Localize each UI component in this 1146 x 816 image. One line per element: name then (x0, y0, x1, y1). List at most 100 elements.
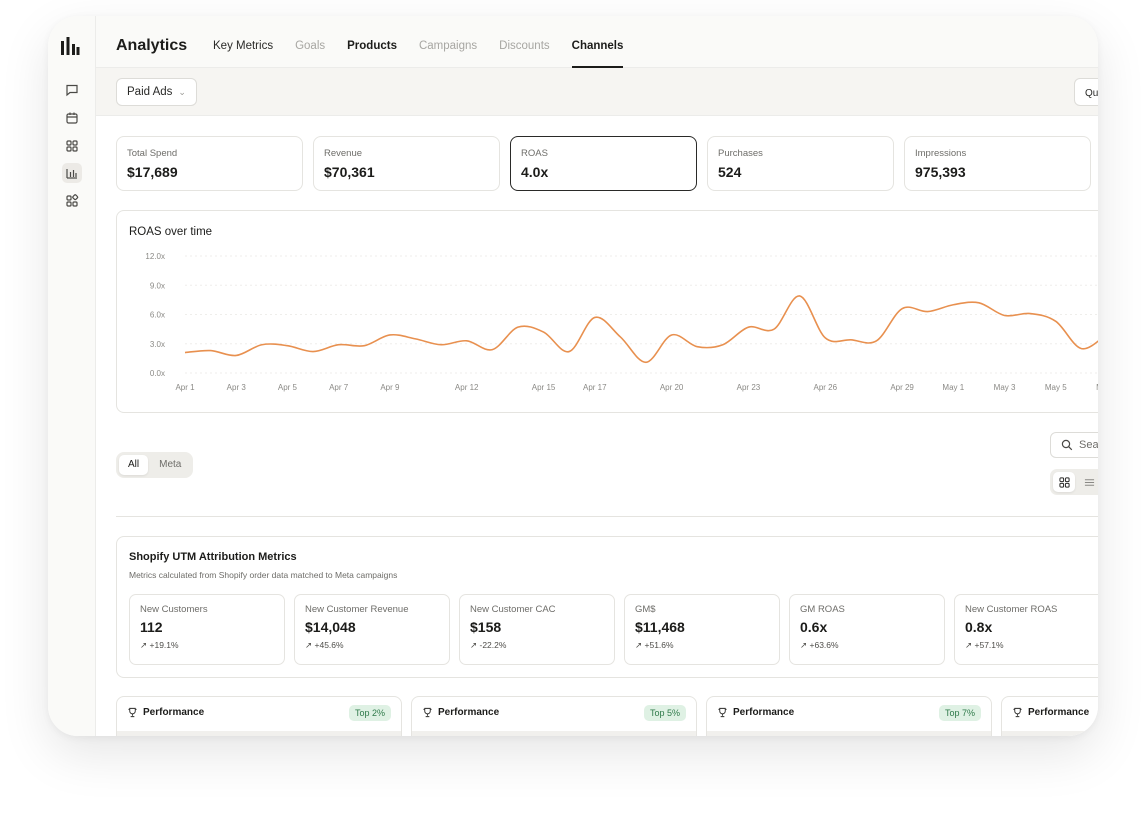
performance-card[interactable]: Performance Top 5% (411, 696, 697, 736)
data-point[interactable] (1003, 313, 1007, 317)
app-window: Analytics Key Metrics Goals Products Cam… (48, 16, 1098, 736)
data-point[interactable] (285, 344, 289, 348)
data-point[interactable] (926, 310, 930, 314)
metric-card-gm-roas[interactable]: GM ROAS 0.6x ↗ +63.6% (789, 594, 945, 665)
kpi-value: 524 (718, 164, 742, 180)
segment-all[interactable]: All (119, 455, 149, 475)
grid-view-icon[interactable] (1053, 472, 1075, 492)
data-point[interactable] (644, 360, 648, 364)
tab-channels[interactable]: Channels (571, 40, 623, 68)
data-point[interactable] (746, 325, 750, 329)
data-point[interactable] (1028, 312, 1032, 316)
performance-card-body (117, 731, 401, 736)
calendar-icon[interactable] (62, 108, 82, 128)
kpi-card-revenue[interactable]: Revenue $70,361 (313, 136, 500, 191)
kpi-label: ROAS (521, 148, 548, 159)
metric-change: ↗ +51.6% (635, 640, 769, 651)
performance-card-body (412, 731, 696, 736)
chat-icon[interactable] (62, 80, 82, 100)
x-tick-label: Apr 29 (890, 383, 914, 392)
search-icon (1061, 439, 1073, 451)
metric-label: New Customer Revenue (305, 604, 409, 615)
data-point[interactable] (1079, 347, 1083, 351)
metric-value: $158 (470, 619, 502, 635)
metric-card-new-customers[interactable]: New Customers 112 ↗ +19.1% (129, 594, 285, 665)
filter-bar: Paid Ads ⌄ Qu (96, 68, 1098, 116)
data-point[interactable] (516, 325, 520, 329)
data-point[interactable] (414, 337, 418, 341)
tab-discounts[interactable]: Discounts (499, 40, 550, 52)
page-title: Analytics (116, 37, 188, 54)
y-tick-label: 9.0x (150, 281, 165, 290)
data-point[interactable] (311, 350, 315, 354)
metric-label: New Customers (140, 604, 208, 615)
icon-sidebar (48, 16, 96, 736)
metric-label: GM$ (635, 604, 656, 615)
tab-products[interactable]: Products (347, 40, 397, 52)
performance-title: Performance (717, 707, 794, 718)
channel-dropdown[interactable]: Paid Ads ⌄ (116, 78, 197, 106)
data-point[interactable] (875, 339, 879, 343)
kpi-card-roas[interactable]: ROAS 4.0x (510, 136, 697, 191)
data-point[interactable] (1054, 319, 1058, 323)
kpi-card-impressions[interactable]: Impressions 975,393 (904, 136, 1091, 191)
data-point[interactable] (362, 344, 366, 348)
trend-arrow-icon: ↗ (965, 640, 973, 650)
metric-card-new-customer-roas[interactable]: New Customer ROAS 0.8x ↗ +57.1% (954, 594, 1098, 665)
performance-card[interactable]: Performance Top 2% (116, 696, 402, 736)
metric-change-value: +19.1% (149, 640, 179, 650)
data-point[interactable] (465, 339, 469, 343)
data-point[interactable] (542, 330, 546, 334)
metric-change-value: -22.2% (479, 640, 507, 650)
kpi-value: $17,689 (127, 164, 178, 180)
view-toggle (1050, 469, 1098, 495)
x-tick-label: Apr 23 (737, 383, 761, 392)
performance-card-body (707, 731, 991, 736)
data-point[interactable] (849, 338, 853, 342)
kpi-card-total-spend[interactable]: Total Spend $17,689 (116, 136, 303, 191)
data-point[interactable] (618, 335, 622, 339)
metric-card-new-customer-cac[interactable]: New Customer CAC $158 ↗ -22.2% (459, 594, 615, 665)
tab-key-metrics[interactable]: Key Metrics (213, 40, 274, 52)
data-point[interactable] (490, 348, 494, 352)
data-point[interactable] (695, 345, 699, 349)
data-point[interactable] (388, 333, 392, 337)
data-point[interactable] (260, 343, 264, 347)
data-point[interactable] (798, 294, 802, 298)
metric-value: $14,048 (305, 619, 356, 635)
data-point[interactable] (670, 333, 674, 337)
data-point[interactable] (721, 343, 725, 347)
performance-card[interactable]: Performance Top 7% (706, 696, 992, 736)
bar-chart-icon[interactable] (62, 163, 82, 183)
data-point[interactable] (951, 303, 955, 307)
metric-value: 0.6x (800, 619, 828, 635)
data-point[interactable] (183, 351, 187, 355)
performance-title: Performance (127, 707, 204, 718)
grid-icon[interactable] (62, 136, 82, 156)
data-point[interactable] (593, 315, 597, 319)
kpi-label: Revenue (324, 148, 363, 159)
kpi-card-purchases[interactable]: Purchases 524 (707, 136, 894, 191)
segment-meta[interactable]: Meta (159, 459, 182, 470)
x-tick-label: Apr 17 (583, 383, 607, 392)
period-button[interactable]: Qu (1074, 78, 1098, 106)
data-point[interactable] (234, 353, 238, 357)
metric-card-new-customer-revenue[interactable]: New Customer Revenue $14,048 ↗ +45.6% (294, 594, 450, 665)
data-point[interactable] (823, 336, 827, 340)
apps-icon[interactable] (62, 191, 82, 211)
kpi-label: Total Spend (127, 148, 178, 159)
trophy-icon (128, 707, 137, 718)
data-point[interactable] (337, 343, 341, 347)
tab-goals[interactable]: Goals (295, 40, 326, 52)
data-point[interactable] (900, 307, 904, 311)
data-point[interactable] (567, 350, 571, 354)
search-input[interactable]: Sea (1050, 432, 1098, 458)
tab-campaigns[interactable]: Campaigns (418, 40, 478, 52)
data-point[interactable] (209, 349, 213, 353)
metric-card-gm-dollars[interactable]: GM$ $11,468 ↗ +51.6% (624, 594, 780, 665)
data-point[interactable] (772, 327, 776, 331)
data-point[interactable] (439, 343, 443, 347)
list-view-icon[interactable] (1078, 472, 1098, 492)
data-point[interactable] (977, 301, 981, 305)
performance-card[interactable]: Performance (1001, 696, 1098, 736)
